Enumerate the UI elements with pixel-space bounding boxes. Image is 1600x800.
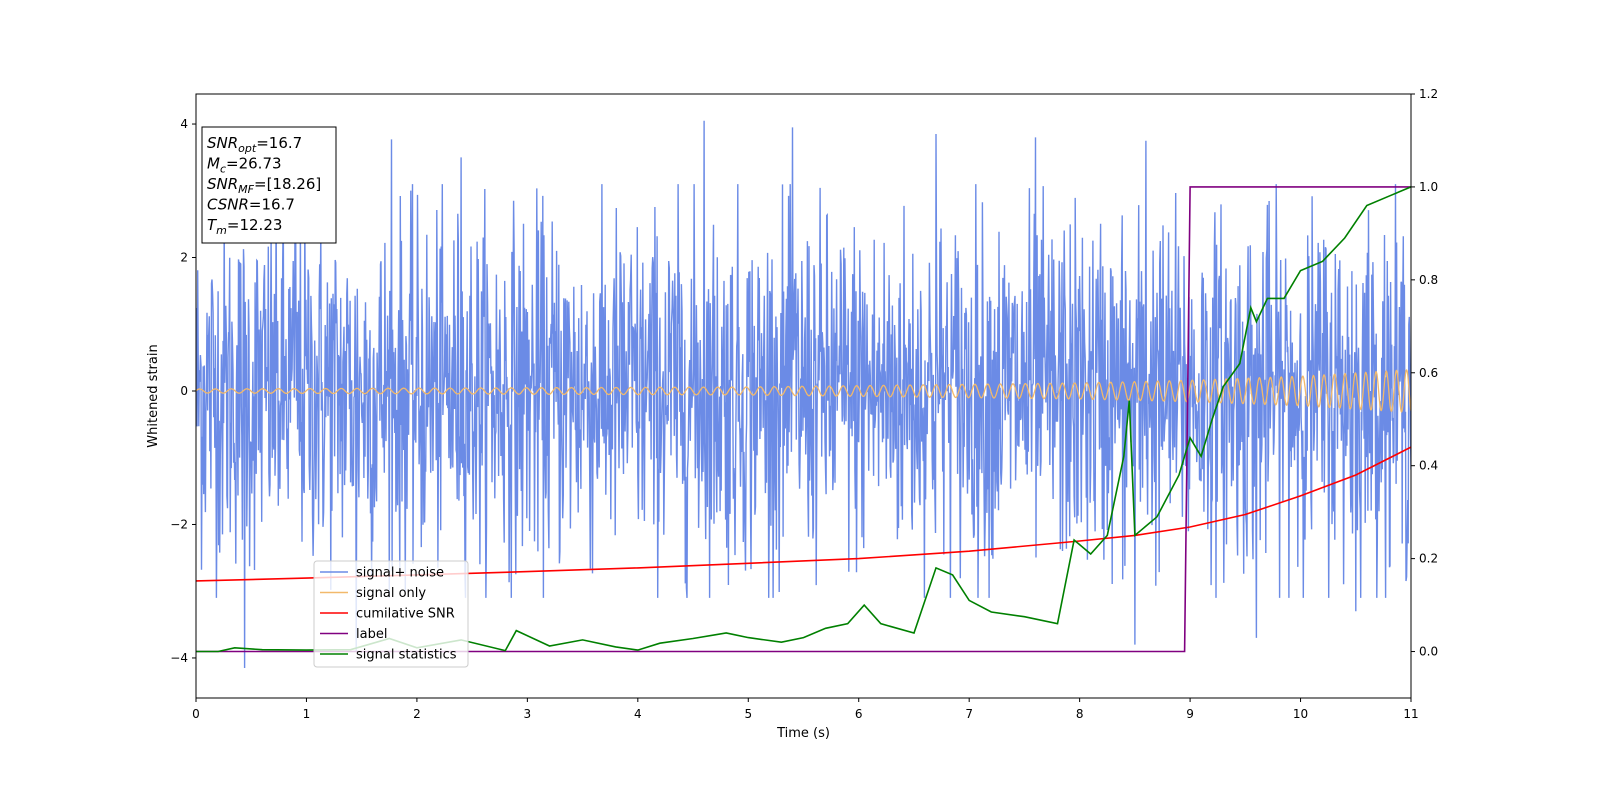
legend-label: cumilative SNR	[356, 607, 455, 622]
x-tick-label: 4	[634, 707, 642, 721]
y-axis-left: −4 −2 0 2 4	[170, 117, 196, 665]
y-tick-label: −2	[170, 517, 188, 531]
y-tick-label: −4	[170, 651, 188, 665]
info-line: SNRopt=16.7	[207, 134, 302, 155]
y2-tick-label: 0.4	[1419, 459, 1438, 473]
y-tick-label: 2	[180, 251, 188, 265]
x-tick-label: 1	[303, 707, 311, 721]
legend-label: signal only	[356, 586, 426, 601]
series-signal-statistics	[196, 186, 1411, 653]
x-tick-label: 0	[192, 707, 200, 721]
legend-label: signal+ noise	[356, 566, 444, 581]
y-tick-label: 0	[180, 384, 188, 398]
y2-tick-label: 0.8	[1419, 273, 1438, 287]
info-box: SNRopt=16.7Mc=26.73SNRMF=[18.26]CSNR=16.…	[201, 126, 337, 244]
y2-tick-label: 0.2	[1419, 552, 1438, 566]
info-line: Mc=26.73	[207, 155, 282, 176]
y2-tick-label: 1.2	[1419, 87, 1438, 101]
x-tick-label: 6	[855, 707, 863, 721]
y-tick-label: 4	[180, 117, 188, 131]
info-line: Tm=12.23	[207, 216, 282, 237]
legend-label: label	[356, 627, 387, 642]
y-axis-right: 0.0 0.2 0.4 0.6 0.8 1.0 1.2	[1411, 87, 1438, 659]
y2-tick-label: 0.6	[1419, 366, 1438, 380]
info-line: CSNR=16.7	[207, 196, 295, 214]
x-tick-label: 5	[744, 707, 752, 721]
legend: signal+ noise signal only cumilative SNR la…	[313, 560, 469, 668]
x-tick-label: 3	[524, 707, 532, 721]
x-axis-label: Time (s)	[776, 726, 830, 741]
info-box-frame	[201, 126, 337, 244]
x-tick-label: 7	[965, 707, 973, 721]
x-tick-label: 8	[1076, 707, 1084, 721]
x-tick-label: 2	[413, 707, 421, 721]
series-label	[196, 186, 1411, 653]
x-tick-label: 10	[1293, 707, 1308, 721]
legend-frame	[313, 560, 469, 668]
y2-tick-label: 0.0	[1419, 645, 1438, 659]
y2-tick-label: 1.0	[1419, 180, 1438, 194]
series-signal-noise	[196, 120, 1411, 669]
plot-frame	[195, 93, 1412, 699]
info-line: SNRMF=[18.26]	[207, 175, 321, 196]
series-signal-only	[196, 369, 1411, 413]
legend-label: signal statistics	[356, 648, 457, 663]
x-axis: 0 1 2 3 4 5 6 7 8 9 10 11	[192, 698, 1419, 721]
y-axis-label: Whitened strain	[146, 344, 161, 447]
x-tick-label: 11	[1403, 707, 1418, 721]
x-tick-label: 9	[1186, 707, 1194, 721]
